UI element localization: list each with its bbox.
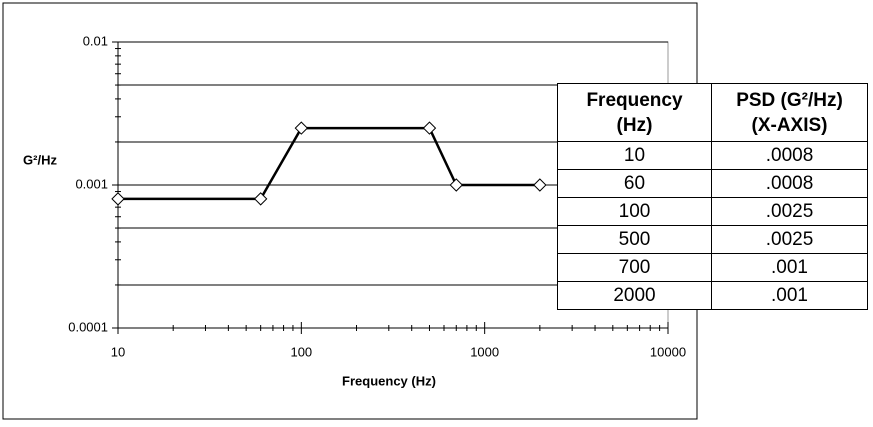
table-cell: 700 bbox=[557, 253, 712, 282]
table-header: Frequency (Hz) bbox=[557, 83, 712, 142]
point-marker bbox=[253, 192, 268, 206]
table-cell: .0008 bbox=[711, 169, 868, 198]
series-line bbox=[118, 126, 540, 201]
table-cell: 100 bbox=[557, 197, 712, 226]
point-marker bbox=[449, 178, 463, 192]
point-marker bbox=[111, 192, 125, 206]
table-row: 500.0025 bbox=[557, 225, 868, 254]
psd-table: Frequency (Hz) PSD (G²/Hz) (X-AXIS) 10.0… bbox=[557, 83, 868, 310]
table-row: 2000.001 bbox=[557, 281, 868, 310]
y-tick-label: 0.0001 bbox=[68, 319, 108, 334]
table-cell: .0008 bbox=[711, 141, 868, 170]
table-cell: 10 bbox=[557, 141, 712, 170]
table-row: 100.0025 bbox=[557, 197, 868, 226]
table-row: 60.0008 bbox=[557, 169, 868, 198]
x-tick-label: 100 bbox=[290, 344, 312, 359]
table-cell: .001 bbox=[711, 281, 868, 310]
x-tick-label: 1000 bbox=[470, 344, 499, 359]
point-marker bbox=[422, 121, 437, 135]
y-tick-label: 0.001 bbox=[75, 176, 108, 191]
table-cell: .001 bbox=[711, 253, 868, 282]
y-axis-title: G²/Hz bbox=[23, 152, 57, 167]
table-header: PSD (G²/Hz) (X-AXIS) bbox=[711, 83, 868, 142]
table-cell: .0025 bbox=[711, 197, 868, 226]
table-row: 10.0008 bbox=[557, 141, 868, 170]
point-marker bbox=[294, 121, 309, 135]
x-axis-title: Frequency (Hz) bbox=[342, 373, 436, 388]
table-cell: .0025 bbox=[711, 225, 868, 254]
y-tick-label: 0.01 bbox=[83, 33, 108, 48]
point-marker bbox=[533, 178, 547, 192]
table-row: 700.001 bbox=[557, 253, 868, 282]
table-cell: 2000 bbox=[557, 281, 712, 310]
table-cell: 60 bbox=[557, 169, 712, 198]
x-tick-label: 10000 bbox=[650, 344, 686, 359]
table-cell: 500 bbox=[557, 225, 712, 254]
x-tick-label: 10 bbox=[111, 344, 125, 359]
